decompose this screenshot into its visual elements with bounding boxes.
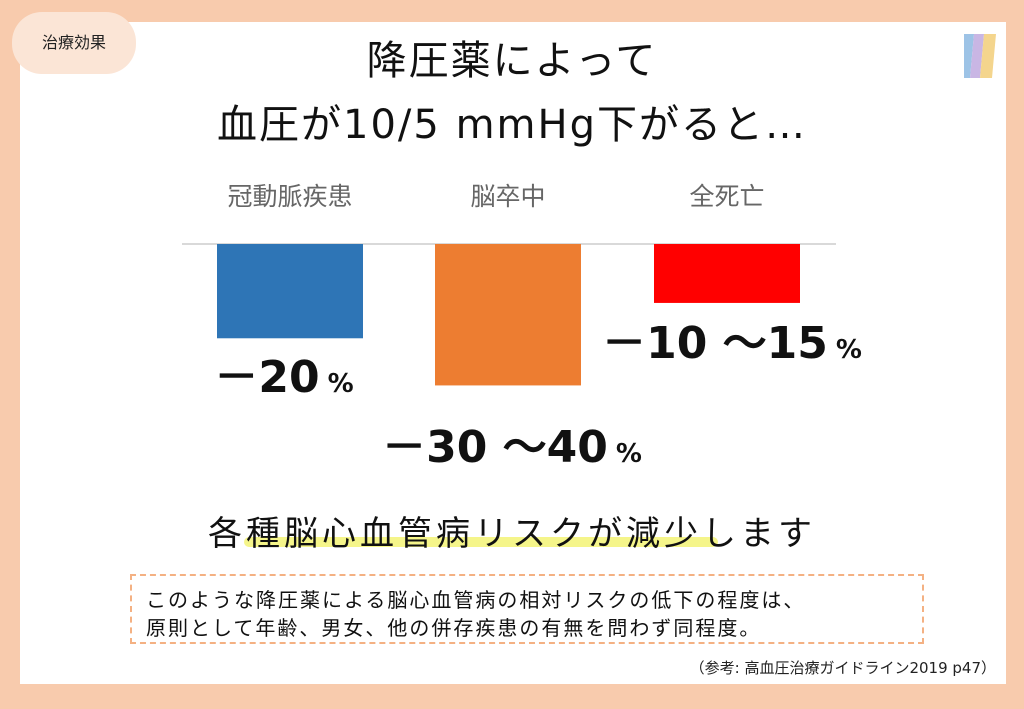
note-line-2: 原則として年齢、男女、他の併存疾患の有無を問わず同程度。 <box>146 616 762 640</box>
category-label: 冠動脈疾患 <box>227 182 352 211</box>
bar <box>435 244 581 386</box>
category-label: 脳卒中 <box>470 182 545 211</box>
slide-title: 降圧薬によって 血圧が10/5 mmHg下がると… <box>0 34 1024 152</box>
title-line-2: 血圧が10/5 mmHg下がると… <box>217 102 807 148</box>
logo-icon <box>964 34 996 78</box>
value-label: －20% <box>214 352 353 403</box>
value-label: －30 ～40% <box>382 422 642 473</box>
value-label: －10 ～15% <box>602 318 862 369</box>
source-citation: （参考: 高血圧治療ガイドライン2019 p47） <box>689 659 996 677</box>
note-box: このような降圧薬による脳心血管病の相対リスクの低下の程度は、 原則として年齢、男… <box>130 574 924 644</box>
title-line-1: 降圧薬によって <box>366 38 658 84</box>
bar <box>654 244 800 303</box>
bar <box>217 244 363 339</box>
summary-highlight <box>244 537 718 547</box>
note-line-1: このような降圧薬による脳心血管病の相対リスクの低下の程度は、 <box>146 588 806 612</box>
category-label: 全死亡 <box>689 182 764 211</box>
section-tag: 治療効果 <box>12 12 136 74</box>
summary-text: 各種脳心血管病リスクが減少します <box>208 514 816 554</box>
bar-chart: 冠動脈疾患 脳卒中 全死亡 －20 % －30 ～40 % －10 ～15% <box>182 182 862 473</box>
